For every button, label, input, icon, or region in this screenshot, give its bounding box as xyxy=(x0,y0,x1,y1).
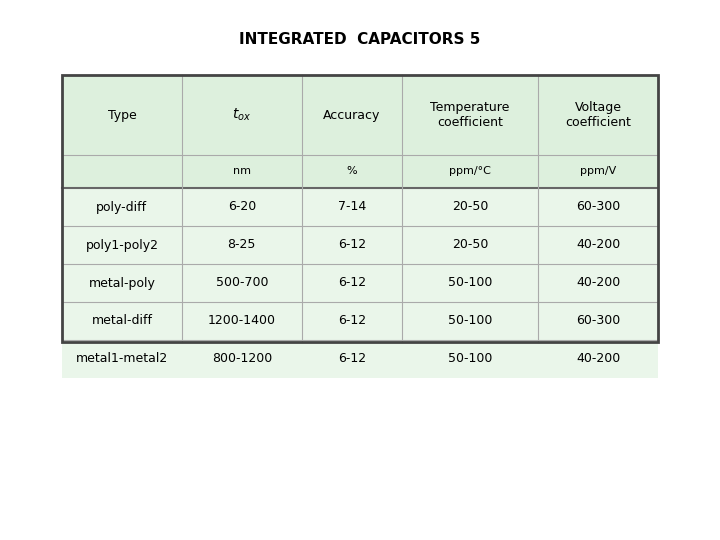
Bar xyxy=(62,75,658,155)
Text: Type: Type xyxy=(107,109,136,122)
Text: 800-1200: 800-1200 xyxy=(212,353,272,366)
Text: 8-25: 8-25 xyxy=(228,239,256,252)
Bar xyxy=(62,340,658,378)
Text: 20-50: 20-50 xyxy=(452,200,488,213)
Text: Temperature
coefficient: Temperature coefficient xyxy=(431,101,510,129)
Bar xyxy=(62,264,658,302)
Text: 500-700: 500-700 xyxy=(215,276,268,289)
Text: INTEGRATED  CAPACITORS 5: INTEGRATED CAPACITORS 5 xyxy=(239,32,481,48)
Text: Voltage
coefficient: Voltage coefficient xyxy=(565,101,631,129)
Text: 60-300: 60-300 xyxy=(576,200,620,213)
Text: 60-300: 60-300 xyxy=(576,314,620,327)
Text: 7-14: 7-14 xyxy=(338,200,366,213)
Text: nm: nm xyxy=(233,166,251,177)
Text: 1200-1400: 1200-1400 xyxy=(208,314,276,327)
Text: ppm/°C: ppm/°C xyxy=(449,166,491,177)
Bar xyxy=(62,226,658,264)
Text: ppm/V: ppm/V xyxy=(580,166,616,177)
Bar xyxy=(62,188,658,226)
Bar xyxy=(62,155,658,188)
Text: metal-diff: metal-diff xyxy=(91,314,153,327)
Text: $t_{ox}$: $t_{ox}$ xyxy=(232,107,251,123)
Text: 50-100: 50-100 xyxy=(448,314,492,327)
Text: poly1-poly2: poly1-poly2 xyxy=(86,239,158,252)
Text: 6-12: 6-12 xyxy=(338,239,366,252)
Text: 6-12: 6-12 xyxy=(338,353,366,366)
Text: 6-20: 6-20 xyxy=(228,200,256,213)
Text: 50-100: 50-100 xyxy=(448,276,492,289)
Text: 6-12: 6-12 xyxy=(338,276,366,289)
Bar xyxy=(62,75,658,342)
Text: 20-50: 20-50 xyxy=(452,239,488,252)
Text: 40-200: 40-200 xyxy=(576,276,620,289)
Text: 50-100: 50-100 xyxy=(448,353,492,366)
Text: metal-poly: metal-poly xyxy=(89,276,156,289)
Text: 6-12: 6-12 xyxy=(338,314,366,327)
Text: poly-diff: poly-diff xyxy=(96,200,148,213)
Text: %: % xyxy=(346,166,357,177)
Text: 40-200: 40-200 xyxy=(576,239,620,252)
Text: Accuracy: Accuracy xyxy=(323,109,381,122)
Bar xyxy=(62,302,658,340)
Text: metal1-metal2: metal1-metal2 xyxy=(76,353,168,366)
Text: 40-200: 40-200 xyxy=(576,353,620,366)
